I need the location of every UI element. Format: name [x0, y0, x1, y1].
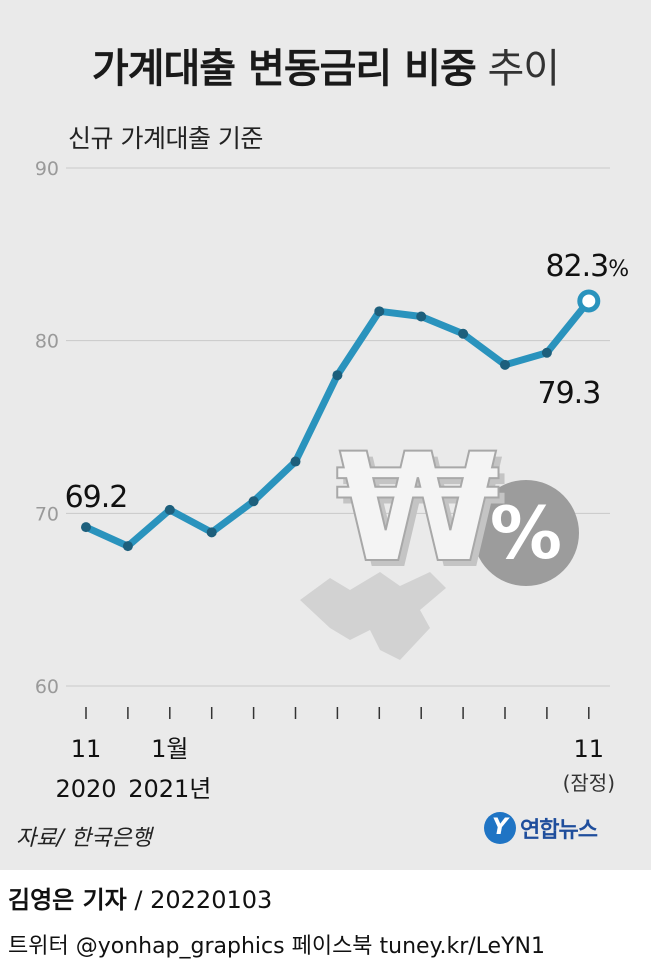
data-label: 82.3% [545, 249, 628, 284]
line-chart: 60708090%₩₩1120201월2021년11(잠정)69.279.382… [35, 158, 629, 803]
brand-logo: Y 연합뉴스 [484, 812, 598, 844]
x-tick-label-year: 2021년 [128, 775, 211, 803]
data-label: 69.2 [65, 480, 128, 515]
data-point [164, 504, 175, 515]
y-tick-label: 80 [35, 331, 59, 353]
title-suffix: 추이 [487, 46, 560, 92]
chart-subtitle: 신규 가계대출 기준 [68, 124, 263, 153]
data-point [500, 359, 510, 370]
y-tick-label: 90 [35, 158, 59, 180]
won-symbol-depth: ₩ [341, 428, 506, 602]
byline: 김영은 기자 / 20220103 [8, 880, 272, 915]
data-point [374, 306, 385, 317]
brand-name: 연합뉴스 [520, 818, 598, 843]
won-shadow [300, 572, 446, 660]
data-point [290, 456, 301, 467]
byline-separator: / [126, 886, 151, 914]
data-point-latest [577, 289, 601, 313]
data-point [206, 527, 217, 538]
won-symbol: ₩ [335, 422, 500, 596]
data-point [332, 370, 343, 381]
chart-title: 가계대출 변동금리 비중 추이 [0, 36, 651, 94]
data-point [248, 496, 259, 507]
data-label-unit: % [608, 257, 628, 282]
x-tick-label-year: 2020 [55, 775, 116, 803]
yonhap-logo-icon: Y [484, 812, 516, 844]
x-tick-label-month: 11 [574, 735, 605, 763]
data-point [541, 347, 552, 358]
title-main: 가계대출 변동금리 비중 [91, 46, 477, 92]
x-tick-label-note: (잠정) [563, 771, 615, 795]
infographic-card [0, 0, 651, 870]
data-label: 79.3 [538, 376, 601, 411]
x-tick-label-month: 1월 [151, 735, 188, 763]
y-tick-label: 60 [35, 676, 59, 698]
source-note: 자료/ 한국은행 [16, 826, 152, 851]
byline-date: 20220103 [150, 886, 273, 914]
data-point [458, 328, 469, 339]
y-tick-label: 70 [35, 503, 59, 525]
data-point [122, 541, 133, 552]
social-links: 트위터 @yonhap_graphics 페이스북 tuney.kr/LeYN1 [8, 934, 545, 959]
data-point [416, 311, 427, 322]
x-tick-label-month: 11 [71, 735, 102, 763]
data-point [81, 522, 91, 533]
won-percent-icon: %₩₩ [300, 421, 579, 660]
percent-circle [473, 480, 579, 586]
percent-symbol: % [490, 491, 562, 575]
reporter-name: 김영은 기자 [8, 886, 127, 914]
